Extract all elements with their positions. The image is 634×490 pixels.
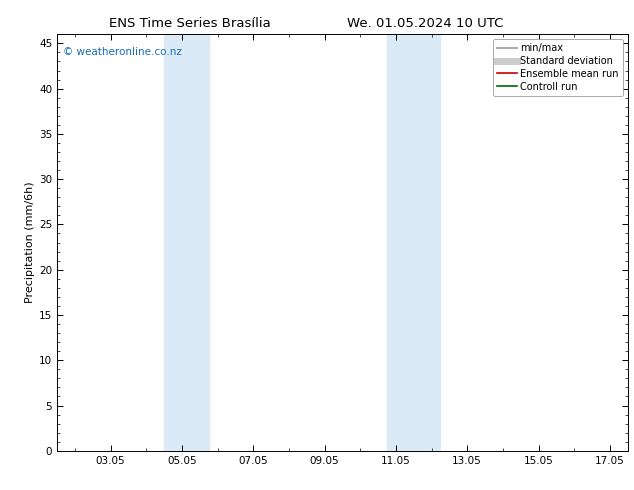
Text: ENS Time Series Brasília: ENS Time Series Brasília [109,17,271,30]
Y-axis label: Precipitation (mm/6h): Precipitation (mm/6h) [25,182,35,303]
Bar [387,34,441,451]
Text: © weatheronline.co.nz: © weatheronline.co.nz [63,47,181,57]
Bar [164,34,209,451]
Legend: min/max, Standard deviation, Ensemble mean run, Controll run: min/max, Standard deviation, Ensemble me… [493,39,623,96]
Text: We. 01.05.2024 10 UTC: We. 01.05.2024 10 UTC [347,17,503,30]
